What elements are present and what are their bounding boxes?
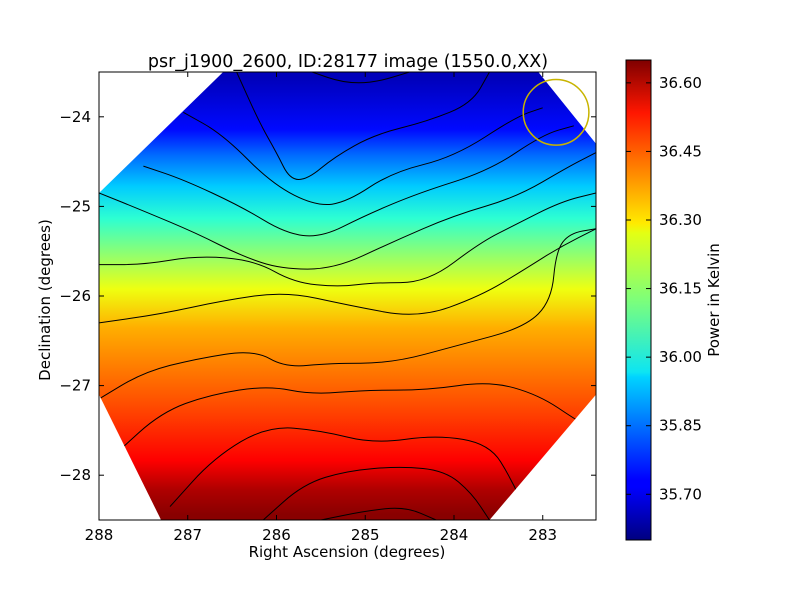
y-tick-label: −25 xyxy=(59,197,91,215)
contour-line-4 xyxy=(99,152,596,270)
y-tick-label: −27 xyxy=(59,377,91,395)
chart-title: psr_j1900_2600, ID:28177 image (1550.0,X… xyxy=(148,52,548,72)
colorbar-label: Power in Kelvin xyxy=(705,243,723,357)
x-tick-label: 285 xyxy=(351,526,380,544)
contour-line-7 xyxy=(99,228,596,400)
contour-line-3 xyxy=(143,125,574,237)
heatmap-field xyxy=(99,72,596,520)
x-tick-label: 286 xyxy=(262,526,291,544)
colorbar-tick-label: 35.85 xyxy=(659,417,702,435)
x-tick-label: 288 xyxy=(85,526,114,544)
beam-marker xyxy=(522,78,590,146)
y-tick-label: −26 xyxy=(59,287,91,305)
colorbar: 35.70 35.85 36.00 36.15 36.30 36.45 36.60 xyxy=(625,59,702,541)
contour-line-10 xyxy=(262,466,490,520)
y-tick-label: −24 xyxy=(59,108,91,126)
colorbar-ticks: 35.70 35.85 36.00 36.15 36.30 36.45 36.60 xyxy=(626,74,702,503)
colorbar-frame xyxy=(625,59,652,541)
x-tick-label: 284 xyxy=(440,526,469,544)
plot-area: 288 287 286 285 284 283 −24 −25 −26 −27 −28 xyxy=(59,71,597,544)
colorbar-tick-label: 36.00 xyxy=(659,348,702,366)
x-axis-label: Right Ascension (degrees) xyxy=(249,543,446,561)
y-tick-label: −28 xyxy=(59,466,91,484)
colorbar-tick-label: 36.30 xyxy=(659,211,702,229)
contour-line-1 xyxy=(236,72,490,181)
x-tick-label: 283 xyxy=(528,526,557,544)
contour-line-9 xyxy=(169,427,530,520)
x-tick-label: 287 xyxy=(173,526,202,544)
contour-layer xyxy=(99,72,596,520)
contour-line-2 xyxy=(183,107,543,206)
contour-line-11 xyxy=(320,507,437,520)
x-axis-ticks: 288 287 286 285 284 283 xyxy=(85,72,557,544)
colorbar-tick-label: 36.60 xyxy=(659,74,702,92)
colorbar-tick-label: 36.15 xyxy=(659,280,702,298)
colorbar-tick-label: 36.45 xyxy=(659,142,702,160)
contour-line-8 xyxy=(116,383,596,454)
contour-line-0 xyxy=(311,72,410,84)
contour-line-6 xyxy=(99,228,596,324)
colorbar-tick-label: 35.70 xyxy=(659,485,702,503)
contour-line-5 xyxy=(99,192,596,287)
colorbar-gradient xyxy=(626,60,651,540)
y-axis-ticks: −24 −25 −26 −27 −28 xyxy=(59,108,596,484)
y-axis-label: Declination (degrees) xyxy=(36,219,54,381)
